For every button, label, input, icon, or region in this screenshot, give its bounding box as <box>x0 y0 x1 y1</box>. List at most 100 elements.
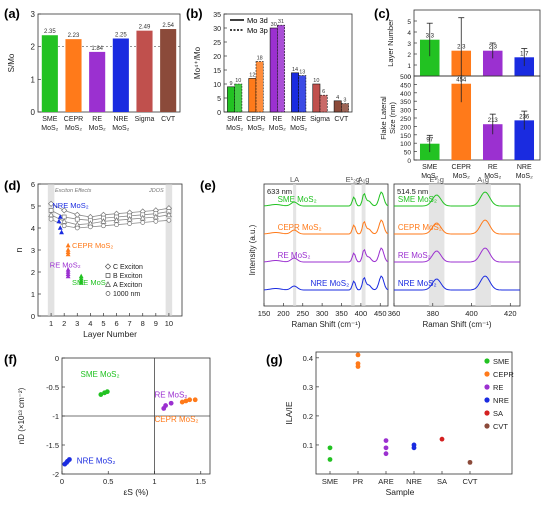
series-label: RE MoS₂ <box>398 251 431 260</box>
x-tick-label: 0 <box>60 477 64 486</box>
series-label: SME MoS₂ <box>398 195 437 204</box>
axis-label: ILA/IE <box>284 401 294 424</box>
spectrum-line <box>394 191 520 207</box>
legend-label: NRE <box>493 396 509 405</box>
y-tick-label: 400 <box>400 91 411 98</box>
x-tick-label: 8 <box>141 319 145 328</box>
y-tick-label: 0.3 <box>303 383 313 392</box>
legend-label: B Exciton <box>113 273 143 280</box>
data-point <box>439 436 445 442</box>
raman-band <box>351 184 355 306</box>
legend-marker <box>484 410 490 416</box>
x-tick-label: RE <box>488 164 498 171</box>
bar-value-label: 31 <box>278 19 284 25</box>
reference-point <box>61 218 68 224</box>
legend-marker <box>105 281 111 287</box>
bar-value-label: 10 <box>313 78 319 84</box>
y-tick-label: 20 <box>213 54 221 61</box>
x-tick-label: NRE <box>113 116 128 123</box>
legend-label: CVT <box>493 422 508 431</box>
spectrum-line <box>394 247 520 263</box>
x-tick-label: Sigma <box>135 116 155 123</box>
spectrum-line <box>394 219 520 235</box>
reference-curve <box>50 218 169 229</box>
bar-value-label: 236 <box>519 114 530 120</box>
data-point <box>57 225 63 230</box>
y-tick-label: 1 <box>31 290 35 299</box>
panel-f-chart: (f) -2 -1.5 -1 -0.5 0 0 0.5 1 1.5 nD (×10¹³ cm⁻²) ε… <box>4 352 211 497</box>
y-tick-label: 4 <box>31 224 35 233</box>
bar-value-label: 3 <box>343 98 346 104</box>
axis-label: n <box>14 247 24 252</box>
x-axis-label: Raman Shift (cm⁻¹) <box>422 320 491 329</box>
y-tick-label: 300 <box>400 108 411 115</box>
bar <box>451 83 472 160</box>
bar <box>419 39 440 76</box>
reference-point <box>153 219 159 224</box>
bar <box>160 29 177 113</box>
reference-point <box>48 208 54 213</box>
y-tick-label: 50 <box>404 150 412 157</box>
series-label: CEPR MoS₂ <box>155 415 199 424</box>
x-tick-label: CEPR <box>64 116 83 123</box>
x-tick-label: 0.5 <box>103 477 113 486</box>
bar-value-label: 18 <box>257 56 263 62</box>
bar <box>89 51 106 112</box>
annotation-label: Exciton Effects <box>55 188 92 194</box>
data-point <box>98 392 104 397</box>
spectrum-line <box>263 275 389 291</box>
legend-label: RE <box>493 383 503 392</box>
bar-mo3d <box>333 100 342 113</box>
x-tick-label: CVT <box>161 116 176 123</box>
legend-label: 1000 nm <box>113 291 140 298</box>
reference-point <box>166 217 172 223</box>
band-label: LA <box>290 175 299 184</box>
y-tick-label: 25 <box>213 40 221 47</box>
bar <box>514 57 535 76</box>
panel-label: (g) <box>266 352 283 367</box>
series-label: CEPR MoS₂ <box>398 223 442 232</box>
plot-frame <box>315 351 513 475</box>
x-tick-label: 450 <box>374 309 387 318</box>
x-tick-label: 360 <box>388 309 401 318</box>
data-point <box>57 214 63 219</box>
y-tick-label: 0 <box>407 158 411 165</box>
data-point <box>467 459 473 465</box>
reference-point <box>48 216 54 222</box>
legend-label: C Exciton <box>113 264 143 271</box>
bar-value-label: 12 <box>249 72 255 78</box>
bar-value-label: 30 <box>271 22 277 28</box>
reference-curve <box>50 214 169 226</box>
series-label: SME MoS₂ <box>278 195 317 204</box>
x-tick-label: NRE <box>291 116 306 123</box>
raman-band <box>475 184 491 306</box>
axis-label: Layer Number <box>386 19 395 67</box>
y-tick-label: 350 <box>400 99 411 106</box>
raman-band <box>361 184 366 306</box>
bar <box>65 39 82 112</box>
bar-mo3d <box>248 78 257 113</box>
y-tick-label: 0 <box>217 110 221 117</box>
panel-label: (e) <box>200 178 216 193</box>
x-tick-label: SME <box>322 477 338 486</box>
y-tick-label: 0 <box>31 312 35 321</box>
x-tick-label: NRE <box>517 164 532 171</box>
bar <box>482 124 503 160</box>
data-point <box>383 451 389 457</box>
y-tick-label: 1 <box>31 75 36 84</box>
legend-label: CEPR <box>493 370 514 379</box>
bar-mo3p <box>298 75 307 113</box>
series-label: NRE MoS₂ <box>311 279 350 288</box>
bar-value-label: 2.23 <box>68 33 80 39</box>
reference-point <box>61 207 68 214</box>
y-tick-label: 2 <box>31 43 36 52</box>
bar <box>514 120 535 160</box>
data-point <box>78 280 84 285</box>
y-tick-label: -0.5 <box>46 383 59 392</box>
reference-point <box>113 216 120 223</box>
bar-value-label: 3.3 <box>426 34 435 40</box>
axis-label: Size (nm) <box>388 101 397 134</box>
reference-point <box>127 221 132 226</box>
legend-marker <box>484 397 490 403</box>
panel-label: (b) <box>186 6 203 21</box>
